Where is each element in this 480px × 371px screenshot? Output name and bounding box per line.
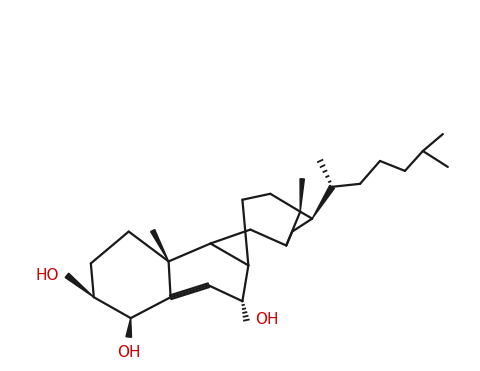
Polygon shape — [312, 186, 335, 219]
Text: HO: HO — [36, 268, 59, 283]
Text: OH: OH — [255, 312, 279, 326]
Polygon shape — [300, 179, 304, 212]
Polygon shape — [126, 318, 132, 337]
Polygon shape — [151, 230, 168, 262]
Polygon shape — [65, 273, 94, 297]
Text: OH: OH — [117, 345, 141, 360]
